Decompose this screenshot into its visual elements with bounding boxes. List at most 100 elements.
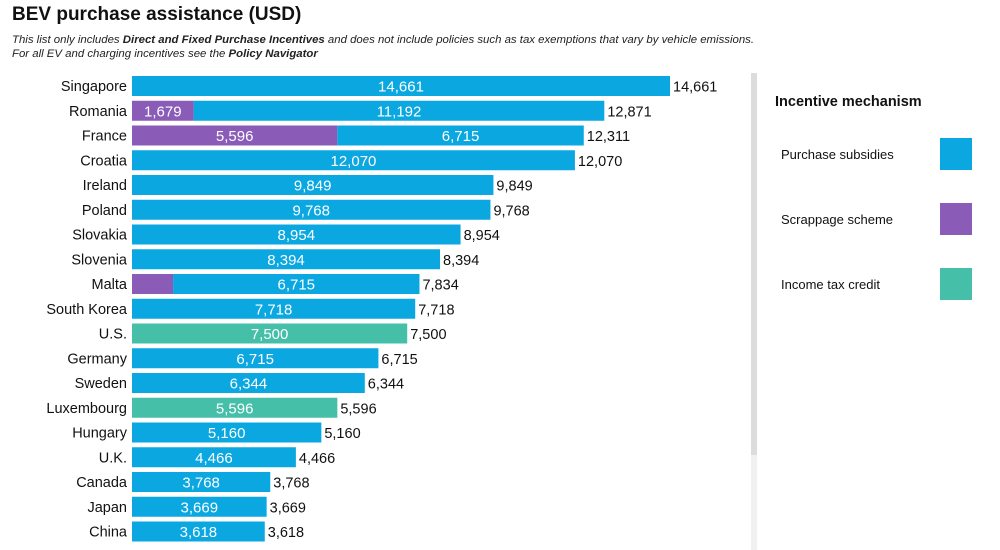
bar-segment-purchase-subsidies [193, 100, 605, 121]
category-label: U.K. [99, 450, 127, 466]
bar-chart: Singapore 14,661 14,661 Romania 1,679 11,192 1… [46, 76, 717, 542]
total-value-label: 12,070 [578, 154, 622, 170]
segment-value-label: 5,596 [216, 128, 254, 145]
segment-value-label: 6,344 [230, 376, 268, 393]
category-label: Luxembourg [46, 401, 127, 417]
category-label: Slovenia [71, 252, 128, 268]
total-value-label: 4,466 [299, 451, 335, 467]
total-value-label: 5,160 [324, 426, 360, 442]
category-label: Croatia [80, 153, 128, 169]
legend-item-purchase-subsidies: Purchase subsidies [781, 138, 972, 172]
category-label: China [89, 525, 128, 541]
total-value-label: 8,954 [464, 228, 500, 244]
segment-value-label: 9,849 [294, 178, 332, 195]
bar-segment-income-tax-credit [132, 323, 408, 344]
bar-segment-purchase-subsidies [132, 373, 365, 393]
segment-value-label: 3,768 [182, 475, 220, 492]
segment-value-label: 3,669 [181, 499, 219, 516]
scrollbar-thumb[interactable] [751, 73, 757, 455]
bar-segment-purchase-subsidies [132, 76, 670, 96]
bar-segment-purchase-subsidies [132, 175, 494, 195]
legend-swatch [940, 268, 972, 300]
subtitle-part: Policy Navigator [228, 48, 318, 60]
bar-segment-purchase-subsidies [132, 422, 322, 443]
bar-segment-purchase-subsidies [132, 249, 441, 270]
bar-segment-scrappage-scheme [132, 125, 338, 146]
category-label: Canada [76, 475, 128, 491]
category-label: Romania [69, 104, 128, 120]
legend-label: Scrappage scheme [781, 212, 894, 227]
segment-value-label: 5,596 [216, 400, 254, 417]
total-value-label: 5,596 [340, 401, 376, 417]
bar-segment-purchase-subsidies [132, 199, 491, 220]
legend-label: Purchase subsidies [781, 147, 894, 162]
segment-value-label: 6,715 [442, 128, 480, 145]
bar-segment-purchase-subsidies [173, 274, 420, 294]
segment-value-label: 7,718 [255, 301, 293, 318]
bar-segment-purchase-subsidies [132, 224, 461, 245]
category-label: Ireland [83, 178, 127, 194]
bar-segment-purchase-subsidies [132, 150, 575, 171]
total-value-label: 6,344 [368, 377, 404, 393]
total-value-label: 9,768 [493, 203, 529, 219]
segment-value-label: 7,500 [251, 326, 289, 343]
total-value-label: 3,618 [268, 525, 304, 541]
subtitle-part: and does not include policies such as ta… [12, 34, 755, 60]
segment-value-label: 3,618 [180, 524, 218, 541]
subtitle-part: Direct and Fixed Purchase Incentives [122, 34, 325, 46]
bar-segment-purchase-subsidies [132, 496, 267, 517]
category-label: U.S. [99, 327, 127, 343]
segment-value-label: 14,661 [378, 79, 424, 96]
category-label: Poland [82, 203, 127, 219]
bar-segment-scrappage-scheme [132, 274, 174, 294]
total-value-label: 9,849 [496, 179, 532, 195]
category-label: France [82, 129, 127, 145]
total-value-label: 8,394 [443, 253, 479, 269]
segment-value-label: 1,679 [144, 103, 182, 120]
category-label: Singapore [61, 79, 127, 95]
total-value-label: 12,871 [607, 104, 651, 120]
bar-segment-purchase-subsidies [337, 125, 584, 146]
category-label: Hungary [72, 426, 128, 442]
segment-value-label: 12,070 [331, 153, 377, 170]
total-value-label: 3,768 [273, 476, 309, 492]
bar-segment-purchase-subsidies [132, 298, 416, 319]
total-value-label: 7,834 [422, 278, 458, 294]
bar-segment-purchase-subsidies [132, 472, 271, 492]
category-label: Germany [67, 351, 127, 367]
segment-value-label: 9,768 [292, 202, 330, 219]
bar-segment-purchase-subsidies [132, 348, 379, 369]
total-value-label: 14,661 [673, 80, 717, 96]
category-label: Sweden [75, 376, 127, 392]
total-value-label: 6,715 [381, 352, 417, 368]
bar-segment-scrappage-scheme [132, 100, 194, 121]
segment-value-label: 6,715 [236, 351, 274, 368]
segment-value-label: 8,394 [267, 252, 305, 269]
total-value-label: 7,718 [418, 302, 454, 318]
legend-label: Income tax credit [781, 277, 880, 292]
page-title: BEV purchase assistance (USD) [12, 4, 302, 25]
subtitle: This list only includes Direct and Fixed… [12, 33, 772, 61]
segment-value-label: 6,715 [277, 277, 315, 294]
legend-swatch [940, 138, 972, 170]
category-label: South Korea [46, 302, 128, 318]
subtitle-part: This list only includes [12, 34, 123, 46]
legend-swatch [940, 203, 972, 235]
legend-title: Incentive mechanism [775, 94, 922, 110]
bar-segment-income-tax-credit [132, 397, 338, 418]
segment-value-label: 5,160 [208, 425, 246, 442]
category-label: Japan [87, 500, 127, 516]
bar-segment-purchase-subsidies [132, 447, 296, 468]
total-value-label: 12,311 [587, 129, 630, 145]
category-label: Slovakia [72, 228, 128, 244]
total-value-label: 3,669 [270, 500, 306, 516]
segment-value-label: 8,954 [278, 227, 316, 244]
legend-item-income-tax-credit: Income tax credit [781, 268, 972, 302]
legend-item-scrappage-scheme: Scrappage scheme [781, 203, 972, 237]
bar-segment-purchase-subsidies [132, 521, 265, 542]
segment-value-label: 4,466 [195, 450, 233, 467]
category-label: Malta [92, 277, 128, 293]
legend: Incentive mechanism Purchase subsidies Sc… [775, 94, 995, 300]
segment-value-label: 11,192 [377, 103, 422, 120]
total-value-label: 7,500 [410, 327, 446, 343]
